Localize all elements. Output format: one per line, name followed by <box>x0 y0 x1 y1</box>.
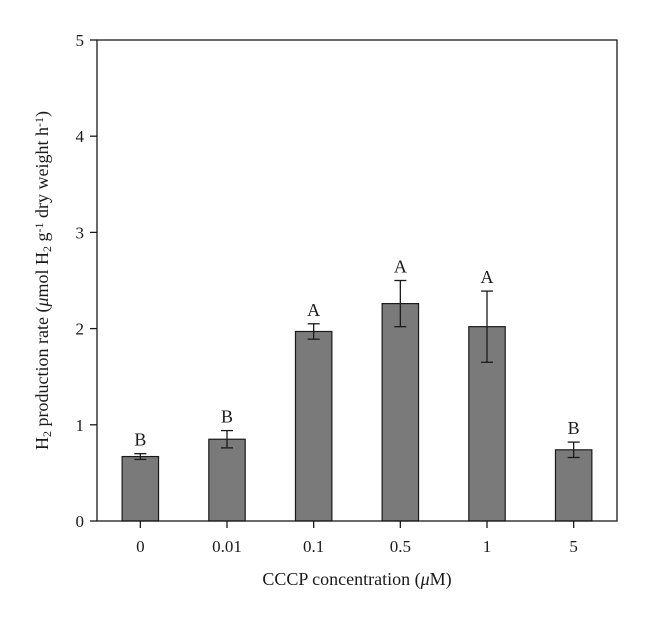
axis-title-part: μ <box>420 569 430 589</box>
significance-letter: A <box>394 257 407 277</box>
axis-title-part: dry weight h <box>32 127 52 222</box>
bar <box>554 449 593 522</box>
axis-title-part: production rate ( <box>32 307 53 431</box>
y-tick-label: 1 <box>76 416 85 435</box>
axis-title-part: -1 <box>32 117 46 127</box>
bar <box>381 302 420 522</box>
axis-title-part: H <box>32 437 52 450</box>
y-tick-label: 2 <box>76 320 85 339</box>
axis-title-part: 2 <box>40 246 54 252</box>
bar <box>208 438 246 522</box>
x-axis: 0 0.01 0.1 0.5 1 5 <box>136 521 578 556</box>
bars: B B A A A B <box>121 257 593 522</box>
significance-letter: A <box>481 267 494 287</box>
significance-letter: B <box>568 418 580 438</box>
x-tick-label: 0 <box>136 537 145 556</box>
x-axis-title: CCCP concentration (μM) <box>262 569 451 590</box>
significance-letter: B <box>221 407 233 427</box>
x-tick-label: 0.01 <box>212 537 242 556</box>
axis-title-part: M) <box>430 569 452 590</box>
y-axis: 0 1 2 3 4 5 <box>76 31 97 531</box>
bar <box>294 330 333 522</box>
axis-title-part: -1 <box>32 222 46 232</box>
y-tick-label: 3 <box>76 223 85 242</box>
axis-title-part: g <box>32 232 52 246</box>
y-tick-label: 5 <box>76 31 85 50</box>
axis-title-part: mol H <box>32 252 52 298</box>
significance-letter: B <box>134 430 146 450</box>
axis-title-part: CCCP concentration ( <box>262 569 420 590</box>
bar <box>121 455 160 522</box>
x-tick-label: 0.5 <box>390 537 411 556</box>
y-axis-title: H2 production rate (μmol H2 g-1 dry weig… <box>32 111 54 450</box>
x-tick-label: 0.1 <box>303 537 324 556</box>
y-tick-label: 0 <box>76 512 85 531</box>
x-tick-label: 1 <box>483 537 492 556</box>
y-tick-label: 4 <box>76 127 85 146</box>
axis-title-part: μ <box>32 298 52 308</box>
x-tick-label: 5 <box>569 537 578 556</box>
plot-frame <box>96 39 618 522</box>
axis-title-part: 2 <box>40 431 54 437</box>
axis-title-part: ) <box>32 111 53 117</box>
significance-letter: A <box>307 300 320 320</box>
